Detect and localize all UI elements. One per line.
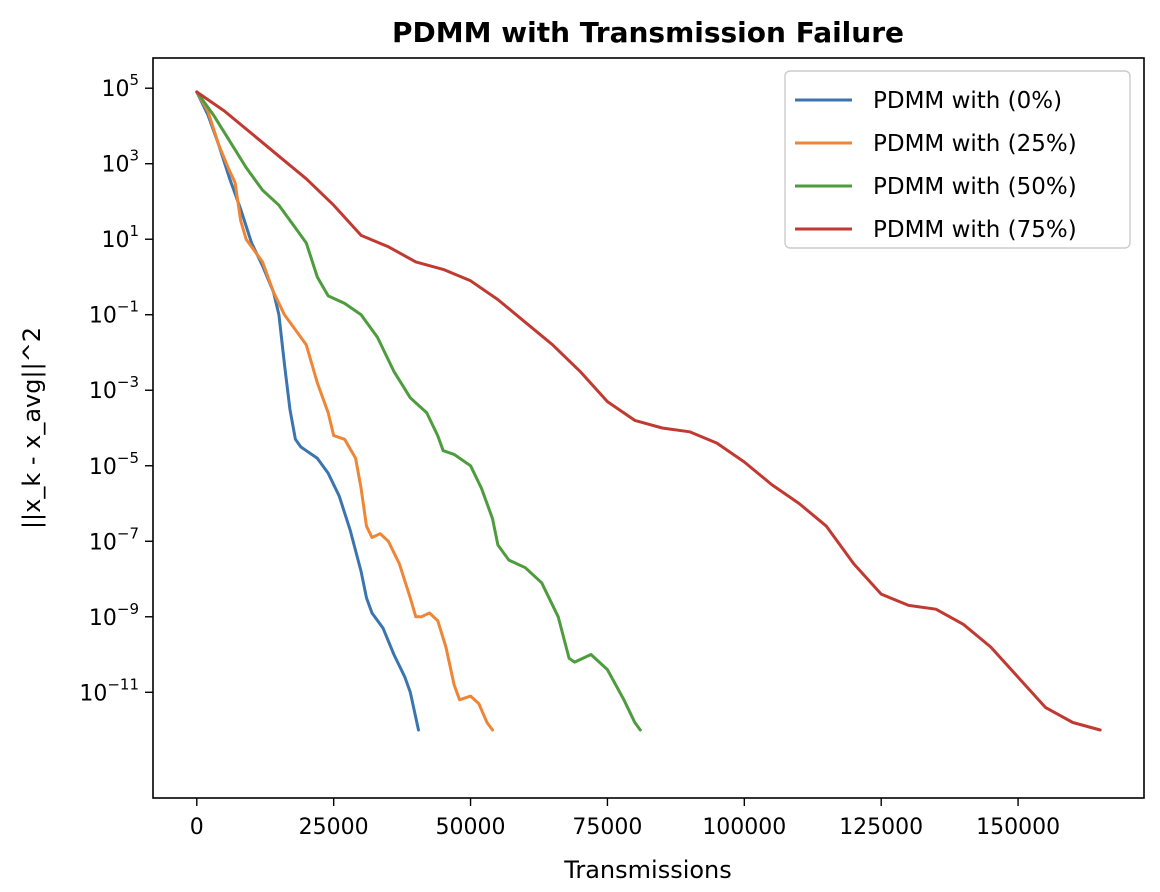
x-tick-label: 100000 — [702, 815, 786, 840]
x-tick-label: 75000 — [572, 815, 642, 840]
y-tick-base: 10 — [101, 77, 129, 102]
y-tick-base: 10 — [101, 153, 129, 178]
legend: PDMM with (0%) PDMM with (25%) PDMM with (… — [784, 70, 1131, 249]
legend-label-3: PDMM with (50%) — [873, 174, 1077, 200]
legend-label-2: PDMM with (25%) — [873, 131, 1077, 157]
series-line-1 — [195, 90, 420, 732]
y-tick-label: 10−9 — [89, 600, 139, 631]
y-tick-exponent: −9 — [117, 600, 139, 618]
y-tick-base: 10 — [89, 379, 117, 404]
y-tick-base: 10 — [89, 304, 117, 329]
legend-label-4: PDMM with (75%) — [873, 217, 1077, 243]
y-tick-exponent: 5 — [129, 71, 139, 89]
y-tick-label: 10−5 — [89, 449, 139, 480]
y-tick-exponent: −11 — [107, 675, 139, 693]
y-tick-label: 101 — [101, 222, 139, 253]
y-tick-label: 105 — [101, 71, 139, 102]
y-tick-exponent: −1 — [117, 298, 139, 316]
y-tick-exponent: −7 — [117, 524, 139, 542]
x-tick-label: 0 — [190, 815, 204, 840]
plot-frame — [152, 57, 1145, 799]
series-line-2 — [195, 90, 494, 732]
x-tick-label: 25000 — [299, 815, 369, 840]
y-tick-label: 10−3 — [89, 373, 139, 404]
y-tick-base: 10 — [101, 228, 129, 253]
y-tick-base: 10 — [79, 681, 107, 706]
y-tick-exponent: −3 — [117, 373, 139, 391]
chart-title: PDMM with Transmission Failure — [392, 16, 904, 49]
y-tick-label: 10−1 — [89, 298, 139, 329]
x-tick-label: 125000 — [839, 815, 923, 840]
y-tick-exponent: 3 — [129, 147, 139, 165]
x-axis-label: Transmissions — [563, 856, 732, 884]
x-tick-label: 150000 — [976, 815, 1060, 840]
y-tick-exponent: 1 — [129, 222, 139, 240]
x-axis: 0 25000 50000 75000 100000 125000 150000 — [190, 798, 1060, 840]
y-tick-label: 103 — [101, 147, 139, 178]
y-tick-base: 10 — [89, 455, 117, 480]
y-tick-base: 10 — [89, 530, 117, 555]
y-tick-label: 10−11 — [79, 675, 139, 706]
x-tick-label: 50000 — [436, 815, 506, 840]
y-tick-base: 10 — [89, 606, 117, 631]
series-layer — [195, 90, 1102, 732]
legend-box — [784, 70, 1131, 249]
legend-label-1: PDMM with (0%) — [873, 88, 1062, 114]
y-axis-label: ||x_k - x_avg||^2 — [18, 327, 46, 529]
series-line-4 — [195, 90, 1102, 732]
series-line-3 — [195, 90, 642, 732]
y-tick-exponent: −5 — [117, 449, 139, 467]
y-tick-label: 10−7 — [89, 524, 139, 555]
